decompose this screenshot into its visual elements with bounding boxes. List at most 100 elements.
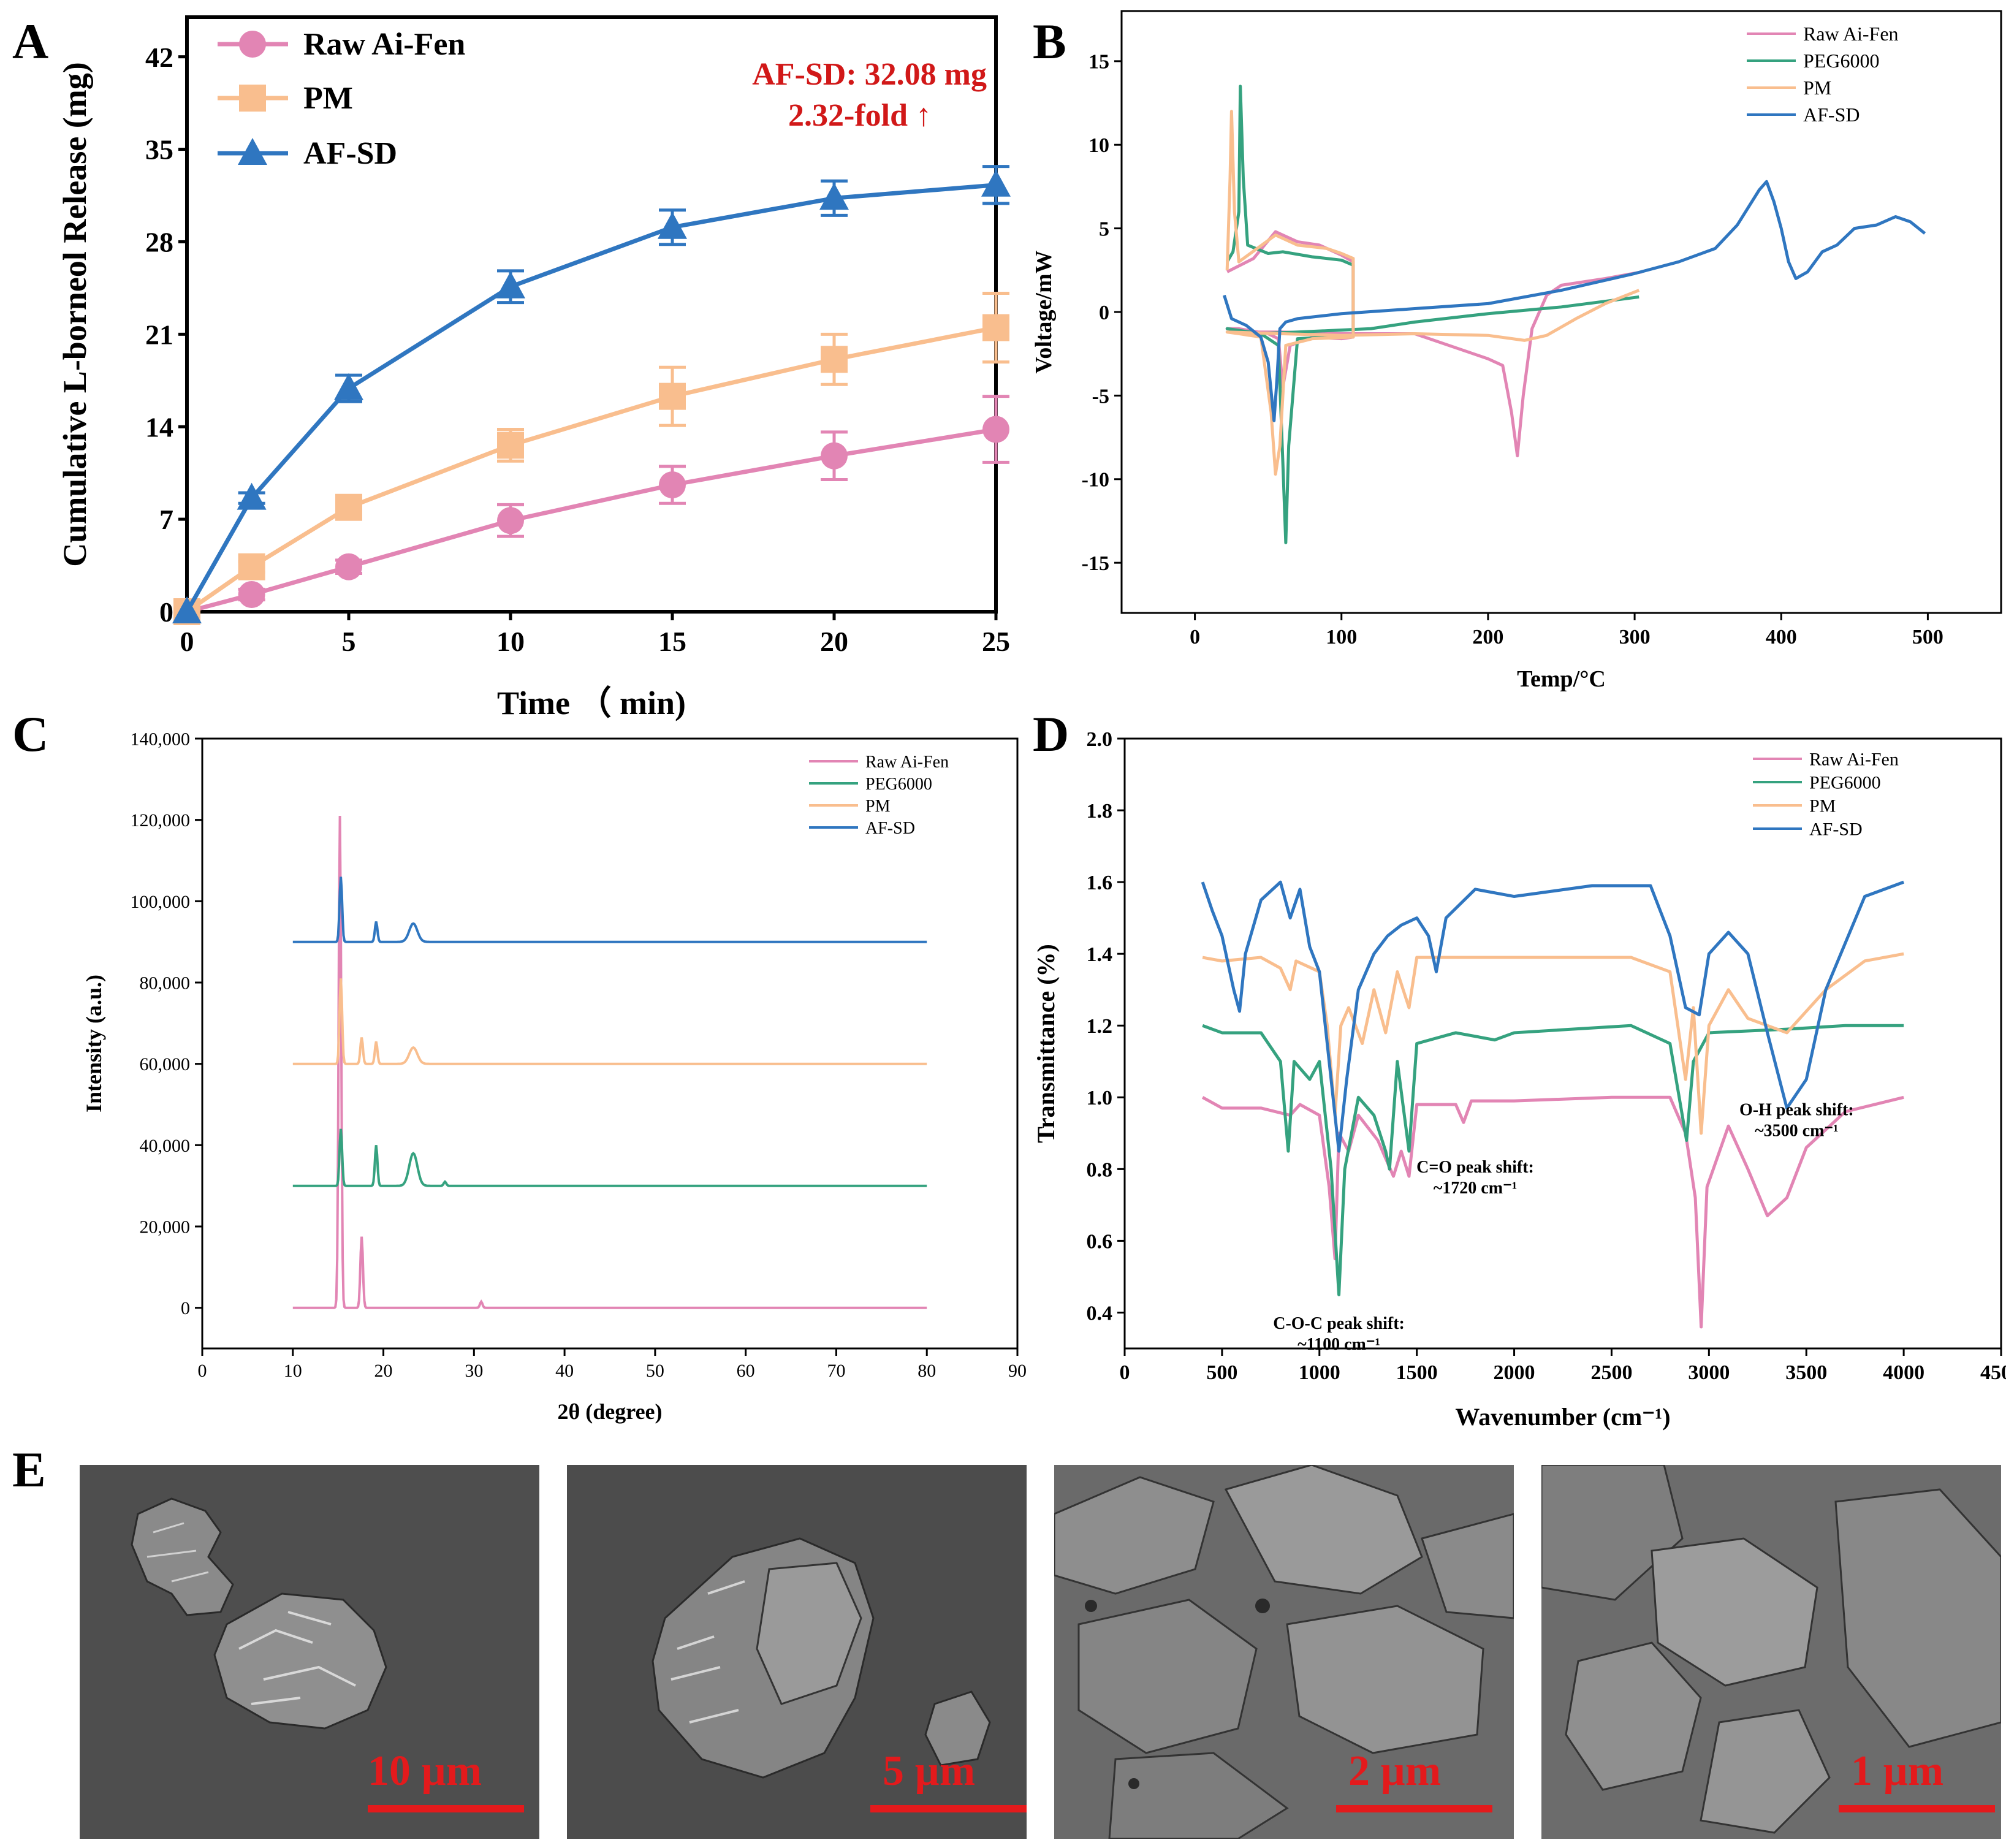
plot-frame <box>201 737 1019 1350</box>
series-line-peg6000 <box>1202 1024 1904 1296</box>
x-tick-label: 0 <box>198 1361 207 1381</box>
legend-label-pm: PM <box>865 797 891 816</box>
y-tick-label: 1.6 <box>1087 872 1113 894</box>
peak-annotation-3: ~1100 cm⁻¹ <box>1297 1335 1380 1354</box>
y-axis-label: Cumulative L-borneol Release (mg) <box>56 62 93 566</box>
series-line-pm <box>186 325 997 614</box>
y-tick-label: 0 <box>159 596 173 628</box>
peak-annotation-2: ~3500 cm⁻¹ <box>1755 1122 1839 1141</box>
data-point-raw-ai-fen <box>659 471 686 499</box>
data-point-raw-ai-fen <box>335 553 362 580</box>
x-axis-label: Wavenumber (cm⁻¹) <box>1455 1403 1670 1431</box>
sem-scale-bar-2 <box>870 1805 1027 1812</box>
y-axis-label: Transmittance (%) <box>1032 944 1060 1143</box>
data-point-raw-ai-fen <box>238 580 265 608</box>
y-axis-label: Voltage/mW <box>1031 250 1057 373</box>
data-point-af-sd <box>237 482 267 510</box>
data-point-af-sd <box>981 169 1011 197</box>
x-tick-label: 1500 <box>1396 1361 1438 1384</box>
x-axis-label: Temp/°C <box>1517 666 1606 692</box>
x-tick-label: 1000 <box>1299 1361 1340 1384</box>
sem-scale-bar-1 <box>368 1805 524 1812</box>
plot-frame <box>1120 10 2002 614</box>
y-tick-label: 1.4 <box>1087 943 1113 966</box>
data-point-af-sd <box>496 271 525 298</box>
peak-annotation-2: O-H peak shift: <box>1739 1101 1854 1120</box>
legend-label-peg6000: PEG6000 <box>865 775 932 794</box>
y-tick-label: 100,000 <box>131 892 191 912</box>
data-point-af-sd <box>334 373 363 400</box>
x-tick-label: 60 <box>737 1361 755 1381</box>
legend-label-pm: PM <box>1803 77 1831 99</box>
panel-letter-d: D <box>1033 706 1069 762</box>
sem-image-3: 2 µm <box>1054 1465 1514 1839</box>
x-tick-label: 10 <box>496 626 525 657</box>
x-tick-label: 20 <box>374 1361 393 1381</box>
data-point-af-sd <box>819 183 849 210</box>
series-line-raw-ai-fen <box>1201 1095 1904 1329</box>
y-tick-label: 60,000 <box>140 1054 191 1074</box>
sem-texture-1 <box>80 1465 539 1839</box>
series-line-af-sd <box>1223 180 1926 422</box>
x-tick-label: 3500 <box>1785 1361 1827 1384</box>
panel-letter-a: A <box>12 13 48 69</box>
y-tick-label: 21 <box>145 319 173 350</box>
legend-marker-raw-ai-fen <box>239 31 266 58</box>
data-point-pm <box>982 314 1009 341</box>
x-tick-label: 200 <box>1472 626 1503 648</box>
series-line-af-sd <box>1201 880 1904 1153</box>
series-line-pm <box>1202 952 1904 1135</box>
series-line-af-sd <box>184 183 997 613</box>
data-point-pm <box>659 382 686 410</box>
x-tick-label: 15 <box>658 626 686 657</box>
sem-image-4: 1 µm <box>1541 1465 2001 1839</box>
x-tick-label: 90 <box>1008 1361 1027 1381</box>
x-tick-label: 70 <box>827 1361 845 1381</box>
legend-label-raw-ai-fen: Raw Ai-Fen <box>865 753 949 772</box>
x-tick-label: 30 <box>465 1361 483 1381</box>
legend-label-af-sd: AF-SD <box>1803 104 1860 126</box>
y-tick-label: 40,000 <box>140 1136 191 1156</box>
y-tick-label: 120,000 <box>131 810 191 831</box>
annotation-line-1: AF-SD: 32.08 mg <box>752 57 987 92</box>
data-point-pm <box>497 432 524 459</box>
data-point-raw-ai-fen <box>982 416 1009 443</box>
x-tick-label: 100 <box>1326 626 1357 648</box>
x-tick-label: 4000 <box>1883 1361 1924 1384</box>
legend-label-raw-ai-fen: Raw Ai-Fen <box>1809 750 1899 770</box>
y-tick-label: 15 <box>1088 51 1109 74</box>
sem-scale-label-2: 5 µm <box>883 1747 976 1795</box>
legend-marker-pm <box>239 85 266 112</box>
legend-label-raw-ai-fen: Raw Ai-Fen <box>1803 23 1899 45</box>
y-tick-label: 7 <box>159 504 173 535</box>
legend-label-peg6000: PEG6000 <box>1803 50 1879 72</box>
sem-image-2: 5 µm <box>567 1465 1027 1839</box>
legend-label-pm: PM <box>1809 796 1836 816</box>
x-tick-label: 2000 <box>1494 1361 1535 1384</box>
y-tick-label: -5 <box>1092 385 1109 408</box>
x-tick-label: 40 <box>555 1361 574 1381</box>
y-tick-label: 28 <box>145 227 173 258</box>
sem-image-1: 10 µm <box>80 1465 539 1839</box>
panel-c: 0 10 20 30 40 50 60 70 80 90 0 20,000 40,000 60,000 80… <box>82 729 1027 1424</box>
y-tick-label: 2.0 <box>1087 728 1113 751</box>
x-tick-label: 400 <box>1766 626 1797 648</box>
panel-d: 0 500 1000 1500 2000 2500 3000 3500 4000 4500 0.4 0… <box>1032 728 2006 1431</box>
panel-b: 0 100 200 300 400 500 -15 -10 -5 0 5 10 15 Temp/°C Vol… <box>1031 10 2002 692</box>
annotation-line-2: 2.32-fold ↑ <box>788 98 932 133</box>
y-tick-label: 1.0 <box>1087 1087 1113 1109</box>
sem-scale-bar-3 <box>1336 1805 1492 1812</box>
y-tick-label: 1.8 <box>1087 800 1113 823</box>
y-tick-label: 1.2 <box>1087 1015 1113 1038</box>
x-tick-label: 20 <box>820 626 848 657</box>
legend-label-af-sd: AF-SD <box>1809 819 1863 840</box>
x-tick-label: 80 <box>918 1361 936 1381</box>
sem-texture-2 <box>567 1465 1027 1839</box>
panel-letter-e: E <box>12 1442 46 1497</box>
y-tick-label: -10 <box>1082 469 1109 492</box>
x-tick-label: 5 <box>342 626 356 657</box>
series-line-raw-ai-fen <box>292 815 927 1309</box>
plot-frame <box>1123 737 2002 1350</box>
data-point-af-sd <box>658 211 687 239</box>
